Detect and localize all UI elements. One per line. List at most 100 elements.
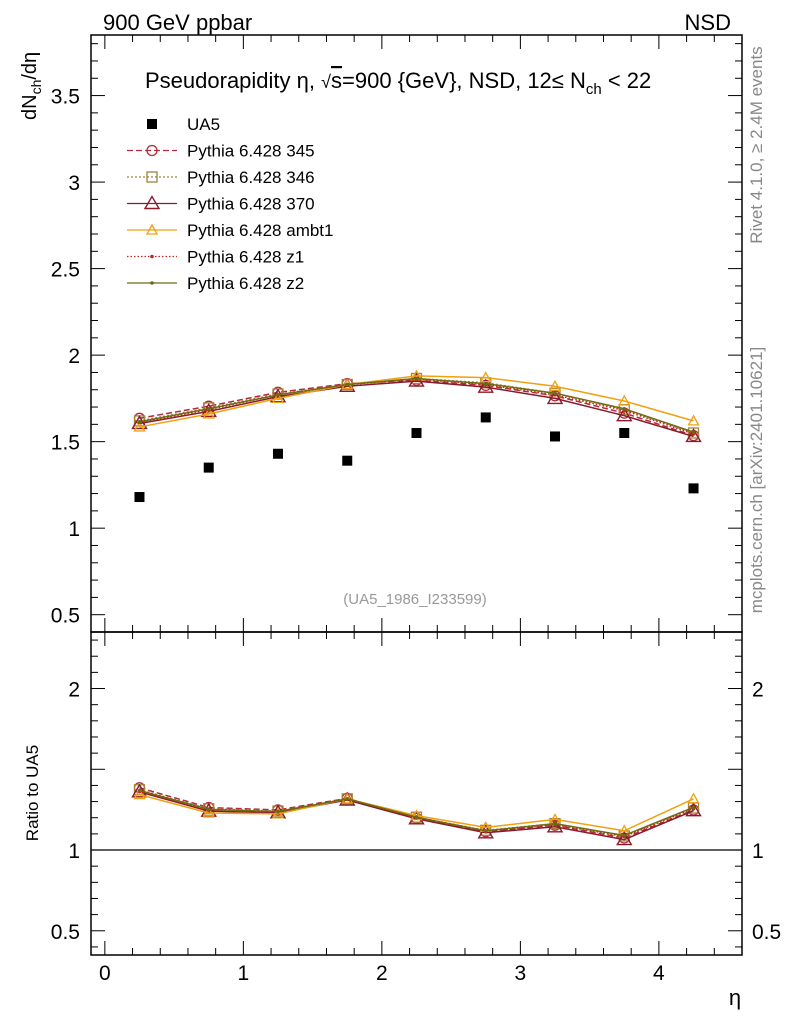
- series-marker-2: [131, 415, 148, 430]
- series-marker-5: [553, 391, 557, 396]
- ua5-data-points: [134, 412, 699, 503]
- series-marker-5: [137, 419, 142, 424]
- legend-label-3: Pythia 6.428 ambt1: [187, 221, 333, 240]
- title-sqrt: √: [321, 72, 331, 92]
- ratio-y-tick-label-right: 2: [752, 679, 764, 702]
- ratio-marker-2: [546, 818, 564, 833]
- ua5-point: [411, 428, 422, 438]
- header-right: NSD: [685, 10, 731, 35]
- ratio-marker-3: [687, 792, 700, 804]
- x-tick-label: 4: [653, 962, 665, 985]
- ratio-marker-5: [691, 805, 696, 810]
- x-tick-label: 2: [376, 962, 388, 985]
- legend-label-0: Pythia 6.428 345: [187, 142, 315, 161]
- series-marker-2: [685, 428, 702, 443]
- ratio-marker-3: [341, 792, 354, 804]
- legend-ua5-label: UA5: [187, 115, 220, 134]
- series-marker-2: [477, 378, 494, 393]
- title-tail: < 22: [602, 68, 652, 93]
- chart-title: Pseudorapidity η, √s=900 {GeV}, NSD, 12≤…: [145, 68, 651, 98]
- legend: UA5 Pythia 6.428 345 Pythia 6.428 346 Pythi…: [127, 115, 333, 293]
- y-axis-label-sub: ch: [28, 80, 44, 95]
- rivet-label: Rivet 4.1.0, ≥ 2.4M events: [747, 46, 766, 243]
- y-tick-label: 3.5: [51, 86, 80, 109]
- ratio-marker-3: [271, 807, 285, 819]
- ratio-panel-frame: [90, 631, 743, 956]
- title-lead: Pseudorapidity: [145, 68, 297, 93]
- series-marker-5: [691, 430, 696, 434]
- ratio-y-tick-label-left: 2: [68, 679, 80, 702]
- series-marker-5: [206, 406, 211, 411]
- ratio-marker-3: [202, 806, 215, 818]
- ua5-point: [550, 431, 561, 442]
- y-tick-label: 2: [68, 345, 80, 368]
- series-marker-3: [618, 394, 631, 406]
- main-series-group: [131, 369, 702, 443]
- series-marker-3: [479, 371, 492, 383]
- ratio-marker-2: [616, 831, 633, 846]
- y-axis-label: dNch/dη: [19, 52, 44, 120]
- series-marker-2: [546, 390, 564, 405]
- ratio-axis-ticks: 0.5 0.5 1 1 2 2: [51, 639, 781, 948]
- legend-label-4: Pythia 6.428 z1: [187, 248, 304, 267]
- x-axis-label: η: [729, 985, 741, 1010]
- ratio-y-tick-label-left: 0.5: [51, 921, 80, 944]
- ratio-marker-5: [206, 807, 211, 812]
- y-axis-label-main: dN: [19, 94, 41, 120]
- title-sub: ch: [586, 81, 602, 98]
- y-tick-label: 2.5: [51, 259, 80, 282]
- ratio-marker-3: [410, 809, 423, 821]
- ratio-y-axis-label: Ratio to UA5: [23, 745, 42, 841]
- ratio-series-group: [131, 782, 702, 846]
- series-marker-3: [687, 414, 700, 426]
- y-tick-label: 1: [68, 518, 80, 541]
- ratio-marker-5: [414, 815, 419, 820]
- main-axis-ticks: 0.5 1 1.5 2 2.5 3 3.5: [51, 43, 742, 628]
- title-sep: ,: [309, 68, 321, 93]
- ratio-marker-5: [345, 797, 350, 801]
- ua5-point: [272, 448, 283, 459]
- ratio-y-tick-label-left: 1: [68, 840, 80, 863]
- ratio-y-tick-label-right: 1: [752, 840, 764, 863]
- x-tick-label: 0: [99, 962, 111, 985]
- ratio-marker-5: [483, 829, 488, 833]
- y-tick-label: 3: [68, 172, 80, 195]
- legend-marker-0: [146, 144, 158, 157]
- series-marker-5: [345, 382, 350, 387]
- series-marker-3: [202, 407, 215, 419]
- ua5-point: [480, 412, 491, 423]
- series-marker-3: [548, 379, 562, 391]
- legend-marker-2: [143, 195, 161, 210]
- series-marker-3: [271, 392, 285, 404]
- analysis-watermark: (UA5_1986_I233599): [343, 591, 486, 608]
- legend-marker-4: [150, 254, 154, 259]
- ratio-marker-5: [622, 833, 627, 838]
- series-marker-5: [483, 381, 488, 386]
- legend-marker-5: [150, 281, 154, 285]
- y-tick-label: 1.5: [51, 432, 80, 455]
- ratio-marker-5: [553, 821, 557, 826]
- legend-marker-1: [146, 171, 158, 183]
- ua5-point: [134, 492, 145, 503]
- series-marker-5: [414, 376, 419, 381]
- series-marker-5: [622, 406, 627, 411]
- x-axis-ticks: 0 1 2 3 4: [99, 35, 715, 985]
- series-marker-2: [616, 407, 633, 422]
- title-energy: =900 {GeV}, NSD, 12≤ N: [342, 68, 586, 93]
- ua5-point: [619, 428, 630, 438]
- series-marker-3: [133, 420, 146, 432]
- title-s: s: [331, 68, 342, 93]
- legend-label-5: Pythia 6.428 z2: [187, 274, 304, 293]
- ua5-point: [342, 455, 353, 466]
- legend-label-2: Pythia 6.428 370: [187, 195, 315, 214]
- series-marker-5: [276, 393, 280, 397]
- x-tick-label: 1: [238, 962, 250, 985]
- ua5-point: [203, 462, 214, 473]
- header-left: 900 GeV ppbar: [103, 10, 252, 35]
- series-line-3: [139, 375, 694, 428]
- ratio-marker-3: [133, 788, 146, 800]
- x-tick-label: 3: [515, 962, 527, 985]
- mcplots-label: mcplots.cern.ch [arXiv:2401.10621]: [747, 347, 766, 613]
- legend-marker-3: [145, 223, 159, 235]
